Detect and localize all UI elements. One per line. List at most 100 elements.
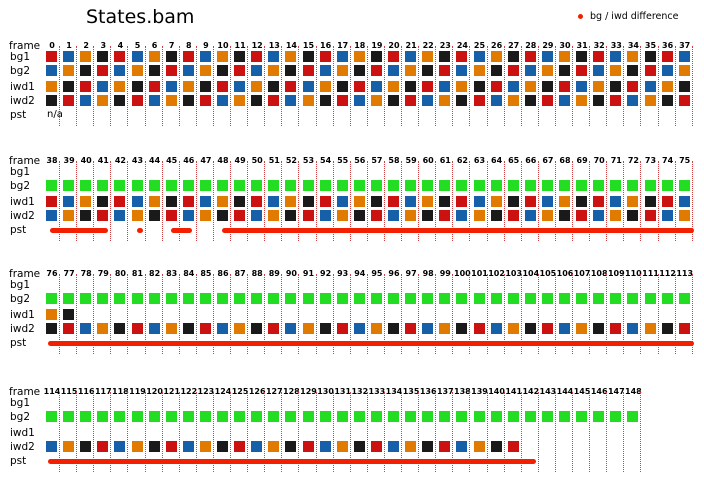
frame-block-0: frame bg1 bg2 iwd1 iwd2 pst 0 1 2 3 4 5 6 7 8 9 10 11 12 13… <box>0 40 704 136</box>
column-separator <box>349 46 351 126</box>
frame-number: 145 <box>573 387 591 396</box>
state-icon <box>319 210 331 221</box>
state-icon <box>593 210 605 221</box>
state-icon <box>336 210 348 221</box>
state-icon <box>644 323 656 334</box>
state-icon <box>370 81 382 92</box>
state-icon <box>644 180 656 191</box>
state-icon <box>353 293 365 304</box>
state-icon <box>268 210 280 221</box>
column-separator <box>366 392 368 472</box>
frame-number: 31 <box>576 41 588 50</box>
state-icon <box>439 180 451 191</box>
state-icon <box>559 210 570 221</box>
state-icon <box>456 65 468 76</box>
state-icon <box>524 196 536 207</box>
column-separator <box>195 274 197 354</box>
state-icon <box>439 95 451 106</box>
frame-block-1: frame bg1 bg2 iwd1 iwd2 pst 38 39 40 41 42 43 44 45 46… <box>0 155 704 251</box>
column-separator <box>452 161 454 241</box>
state-icon <box>165 196 177 207</box>
frame-block-2: frame bg1 bg2 iwd1 iwd2 pst 76 77 78 79 80 81 82 83 84… <box>0 268 704 364</box>
column-separator <box>366 46 368 126</box>
row-label-iwd2: iwd2 <box>10 95 35 107</box>
state-icon <box>405 51 417 62</box>
column-separator <box>486 274 488 354</box>
frame-number: 63 <box>473 156 486 165</box>
state-icon <box>541 81 553 92</box>
frame-number: 75 <box>679 156 691 165</box>
row-label-bg2: bg2 <box>10 293 31 305</box>
column-separator <box>435 274 437 354</box>
column-separator <box>127 392 129 472</box>
state-icon <box>114 65 126 76</box>
frame-number: 87 <box>234 269 246 278</box>
column-separator <box>230 46 231 126</box>
row-label-pst: pst <box>10 109 27 121</box>
state-icon <box>507 210 519 221</box>
state-icon <box>678 81 690 92</box>
state-icon <box>541 95 553 106</box>
frame-number: 55 <box>337 156 349 165</box>
state-icon <box>268 411 280 422</box>
column-separator <box>315 161 317 241</box>
state-icon <box>422 65 434 76</box>
row-label-iwd2: iwd2 <box>10 441 35 453</box>
state-icon <box>80 196 92 207</box>
state-icon <box>439 323 451 334</box>
state-icon <box>97 180 109 191</box>
column-separator <box>554 161 556 241</box>
state-icon <box>610 323 622 334</box>
column-separator <box>418 161 420 241</box>
state-icon <box>627 95 639 106</box>
column-separator <box>383 392 385 472</box>
state-icon <box>97 65 109 76</box>
column-separator <box>93 274 95 354</box>
column-separator <box>383 274 385 354</box>
frame-number: 7 <box>168 41 175 50</box>
state-icon <box>388 411 399 422</box>
column-separator <box>537 274 539 354</box>
frame-number: 82 <box>149 269 161 278</box>
column-separator <box>589 392 591 472</box>
frame-number: 6 <box>151 41 158 50</box>
state-icon <box>473 323 485 334</box>
state-icon <box>268 180 280 191</box>
state-icon <box>627 51 639 62</box>
state-icon <box>439 411 451 422</box>
frame-number: 23 <box>439 41 451 50</box>
column-separator <box>93 161 95 241</box>
row-label-iwd1: iwd1 <box>10 196 35 208</box>
state-icon <box>353 196 365 207</box>
column-separator <box>657 46 659 126</box>
state-icon <box>114 51 126 62</box>
state-icon <box>524 51 536 62</box>
state-icon <box>388 323 399 334</box>
frame-number: 41 <box>97 156 109 165</box>
state-icon <box>165 323 177 334</box>
frame-number: 81 <box>131 269 144 278</box>
column-separator <box>503 392 505 472</box>
state-icon <box>576 293 588 304</box>
column-separator <box>247 161 249 241</box>
frame-number: 106 <box>556 269 574 278</box>
state-icon <box>405 95 417 106</box>
state-icon <box>336 323 348 334</box>
frame-number: 135 <box>402 387 420 396</box>
state-icon <box>97 293 109 304</box>
row-label-bg2: bg2 <box>10 180 31 192</box>
row-label-bg1: bg1 <box>10 166 31 178</box>
state-icon <box>593 180 605 191</box>
state-icon <box>302 51 314 62</box>
frame-number: 84 <box>183 269 195 278</box>
column-separator <box>435 392 437 472</box>
frame-number: 65 <box>508 156 520 165</box>
state-icon <box>302 441 314 452</box>
column-separator <box>486 46 488 126</box>
state-icon <box>131 180 143 191</box>
frame-number: 5 <box>134 41 141 50</box>
state-icon <box>524 411 536 422</box>
frame-number: 69 <box>576 156 588 165</box>
frame-number: 50 <box>251 156 263 165</box>
state-icon <box>131 65 143 76</box>
